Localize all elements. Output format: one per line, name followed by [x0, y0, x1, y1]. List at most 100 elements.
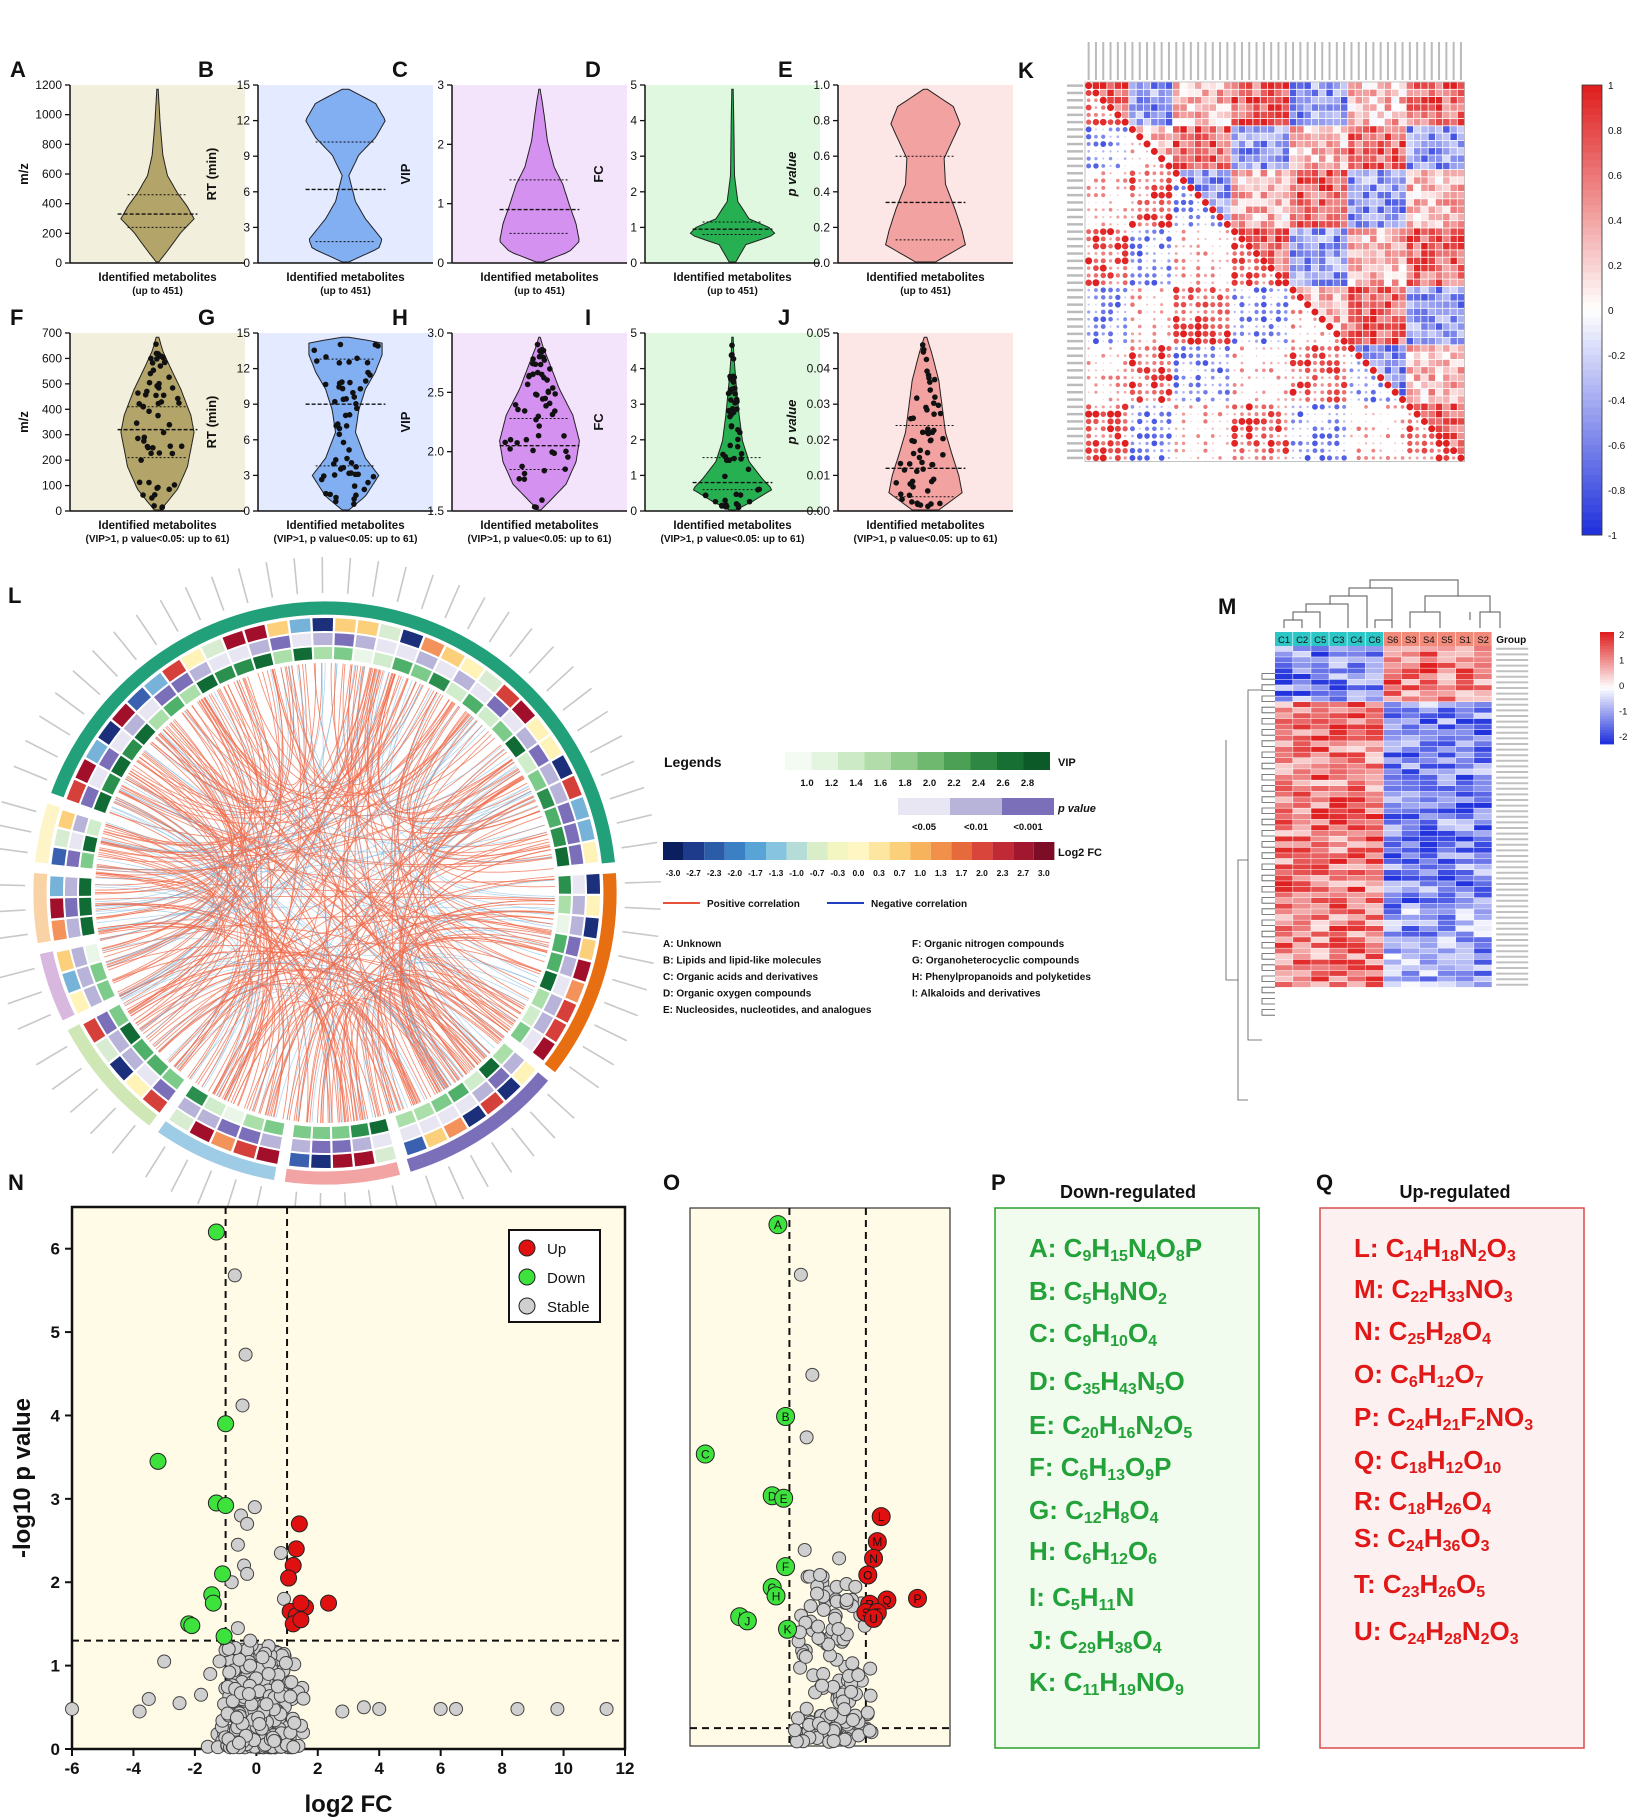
- heatmap-cell: [1370, 279, 1377, 286]
- colorbar-segment: [1582, 160, 1602, 168]
- heatmap-circle: [1153, 164, 1156, 168]
- class-legend-item: D: Organic oxygen compounds: [663, 989, 812, 1000]
- heatmap-cell: [1421, 264, 1428, 272]
- negative-chord: [153, 984, 366, 1120]
- heatmap-cell: [1293, 797, 1311, 803]
- heatmap-cell: [1437, 769, 1456, 775]
- metabolite-name-placeholder: [569, 1066, 600, 1089]
- heatmap-cell: [1340, 148, 1348, 155]
- heatmap-cell: [1297, 140, 1304, 148]
- heatmap-cell: [1202, 126, 1209, 133]
- heatmap-cell: [1329, 713, 1347, 719]
- heatmap-cell: [1209, 148, 1216, 155]
- heatmap-cell: [1311, 184, 1319, 192]
- heatmap-circle: [1196, 222, 1200, 226]
- heatmap-cell: [1419, 830, 1438, 836]
- heatmap-cell: [1474, 662, 1492, 668]
- data-point: [162, 359, 168, 366]
- heatmap-circle: [1218, 456, 1222, 460]
- heatmap-circle: [1181, 237, 1186, 241]
- heatmap-circle: [1101, 105, 1106, 110]
- class-arc: [156, 1120, 278, 1182]
- heatmap-circle: [1181, 338, 1186, 344]
- heatmap-circle: [1284, 347, 1287, 350]
- heatmap-circle: [1093, 273, 1099, 278]
- heatmap-cell: [1435, 352, 1443, 359]
- heatmap-cell: [1158, 89, 1165, 97]
- heatmap-cell: [1333, 82, 1341, 89]
- heatmap-cell: [1399, 148, 1406, 155]
- data-point: [893, 479, 900, 486]
- heatmap-cell: [1456, 774, 1474, 780]
- heatmap-cell: [1419, 752, 1438, 758]
- heatmap-circle: [1167, 427, 1171, 430]
- fc-tick-label: 0.7: [894, 868, 906, 878]
- heatmap-cell: [1275, 808, 1293, 814]
- data-point: [909, 478, 916, 485]
- heatmap-cell: [1224, 140, 1231, 148]
- heatmap-cell: [1401, 970, 1420, 976]
- negative-chord: [375, 684, 433, 791]
- heatmap-circle: [1188, 214, 1194, 220]
- heatmap-cell: [1348, 155, 1355, 162]
- heatmap-circle: [1334, 440, 1340, 447]
- heatmap-circle: [1275, 418, 1282, 425]
- heatmap-circle: [1372, 384, 1375, 386]
- heatmap-cell: [1419, 718, 1438, 724]
- heatmap-circle: [1422, 433, 1427, 439]
- heatmap-circle: [1334, 419, 1340, 424]
- heatmap-cell: [1311, 870, 1329, 876]
- heatmap-cell: [1180, 155, 1187, 162]
- heatmap-cell: [1437, 926, 1456, 932]
- heatmap-cell: [1293, 937, 1311, 943]
- heatmap-circle: [1175, 194, 1178, 196]
- heatmap-cell: [1365, 830, 1384, 836]
- heatmap-cell: [1297, 235, 1304, 243]
- heatmap-circle: [1313, 398, 1317, 402]
- heatmap-cell: [1326, 294, 1333, 301]
- legend-title: Legends: [664, 754, 722, 770]
- data-point: [153, 392, 159, 399]
- heatmap-circle: [1232, 383, 1237, 387]
- heatmap-cell: [1319, 308, 1326, 316]
- heatmap-circle: [1284, 456, 1288, 460]
- heatmap-cell: [1209, 111, 1216, 119]
- pvalue-track-cell: [487, 1067, 510, 1090]
- heatmap-circle: [1270, 354, 1272, 357]
- heatmap-circle: [1226, 457, 1229, 459]
- heatmap-circle: [1175, 456, 1178, 459]
- group-header-label: C2: [1296, 635, 1308, 646]
- data-point: [541, 374, 547, 381]
- heatmap-cell: [1293, 825, 1311, 831]
- x-axis-sublabel: (up to 451): [320, 286, 371, 297]
- heatmap-cell: [1319, 257, 1326, 265]
- heatmap-cell: [1377, 118, 1384, 126]
- data-point: [731, 374, 737, 381]
- heatmap-circle: [1357, 435, 1360, 437]
- heatmap-cell: [1348, 308, 1355, 316]
- data-point: [729, 386, 736, 392]
- heatmap-cell: [1437, 931, 1456, 937]
- heatmap-cell: [1304, 97, 1311, 104]
- heatmap-circle: [1269, 274, 1273, 277]
- heatmap-cell: [1437, 808, 1456, 814]
- heatmap-circle: [1328, 412, 1331, 416]
- heatmap-circle: [1334, 404, 1340, 410]
- heatmap-circle: [1131, 135, 1134, 138]
- heatmap-cell: [1187, 170, 1195, 177]
- heatmap-cell: [1365, 758, 1384, 764]
- heatmap-cell: [1333, 162, 1341, 170]
- negative-chord: [144, 750, 549, 948]
- heatmap-cell: [1165, 118, 1173, 126]
- heatmap-circle: [1181, 295, 1186, 299]
- heatmap-cell: [1224, 126, 1231, 133]
- colorbar-segment: [1582, 512, 1602, 521]
- heatmap-cell: [1158, 148, 1165, 155]
- heatmap-circle: [1312, 433, 1318, 439]
- heatmap-circle: [1321, 325, 1324, 328]
- heatmap-cell: [1419, 690, 1438, 696]
- heatmap-cell: [1421, 330, 1428, 338]
- heatmap-cell: [1129, 97, 1136, 104]
- heatmap-circle: [1262, 442, 1266, 445]
- heatmap-circle: [1306, 427, 1309, 430]
